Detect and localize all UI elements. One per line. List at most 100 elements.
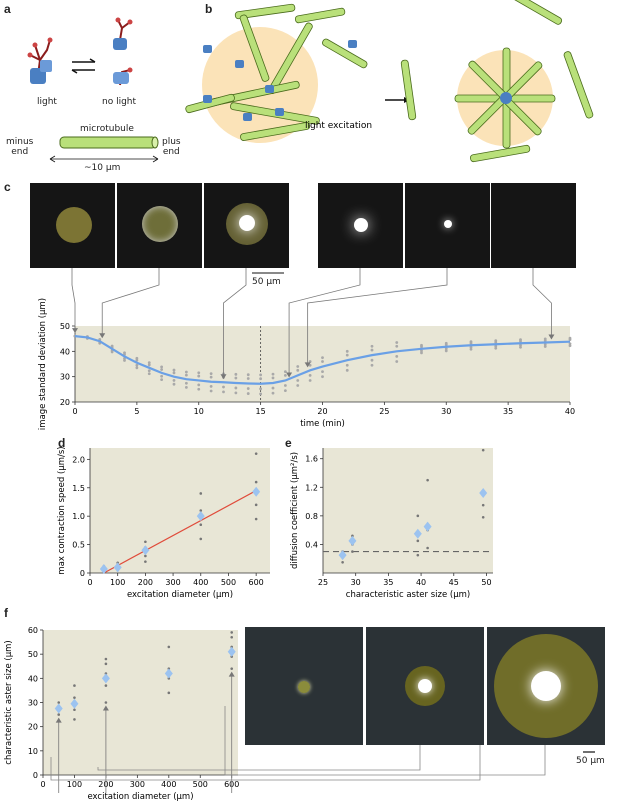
x-tick-label: 100 (67, 780, 82, 789)
y-tick-label: 30 (60, 373, 70, 382)
snapshot-arrowhead (99, 333, 106, 339)
x-tick-label: 200 (138, 578, 153, 587)
replicate-point (444, 349, 448, 353)
mean-marker (348, 535, 357, 546)
replicate-point (321, 370, 324, 373)
raw-point (144, 554, 147, 558)
replicate-point (519, 345, 522, 349)
replicate-point (296, 368, 300, 372)
mean-marker (338, 550, 347, 561)
replicate-point (444, 341, 448, 345)
x-axis-label: excitation diameter (µm) (127, 590, 233, 600)
x-tick-label: 500 (193, 780, 208, 789)
replicate-point (147, 363, 151, 367)
replicate-point (568, 336, 572, 340)
microtubule-label: microtubule (80, 124, 134, 134)
y-tick-label: 50 (28, 650, 38, 659)
y-tick-label: 1.5 (72, 484, 85, 493)
snapshot-arrowhead (548, 334, 555, 340)
replicate-point (135, 366, 139, 370)
replicate-point (568, 344, 572, 348)
mean-marker (101, 673, 110, 684)
mean-marker (423, 521, 432, 532)
replicate-point (296, 365, 300, 368)
replicate-point (494, 346, 498, 350)
x-tick-label: 25 (379, 407, 389, 416)
minus-end-label: minus end (6, 137, 34, 157)
replicate-point (123, 351, 126, 355)
x-tick-label: 45 (449, 578, 459, 587)
random-microtubules (185, 3, 368, 141)
replicate-point (259, 392, 263, 396)
x-tick-label: 5 (134, 407, 139, 416)
replicate-point (543, 343, 547, 346)
x-tick-label: 30 (441, 407, 451, 416)
x-tick-label: 500 (221, 578, 236, 587)
raw-point (57, 701, 61, 704)
replicate-point (395, 360, 399, 363)
raw-point (416, 514, 420, 518)
x-tick-label: 35 (503, 407, 513, 416)
raw-point (199, 492, 203, 495)
replicate-point (469, 340, 473, 344)
raw-point (481, 515, 485, 519)
y-tick-label: 2.0 (72, 455, 85, 464)
y-tick-label: 0.5 (72, 541, 85, 550)
x-tick-label: 600 (249, 578, 264, 587)
plot-area (323, 448, 493, 573)
x-tick-label: 35 (383, 578, 393, 587)
snapshot-arrowhead (72, 328, 78, 334)
raw-point (144, 560, 147, 563)
replicate-point (197, 374, 201, 378)
y-tick-label: 40 (28, 674, 38, 683)
replicate-point (172, 371, 176, 375)
snapshot-connector (288, 268, 361, 377)
replicate-point (246, 373, 250, 377)
mean-marker (99, 564, 108, 575)
replicate-point (420, 351, 423, 355)
replicate-point (246, 377, 250, 380)
replicate-point (370, 344, 374, 348)
replicate-point (283, 384, 287, 387)
light-excitation-line1: light excitation (305, 121, 372, 131)
replicate-point (160, 365, 164, 369)
raw-point (416, 553, 420, 557)
x-tick-label: 40 (565, 407, 575, 416)
replicate-point (420, 349, 423, 353)
y-tick-label: 20 (28, 723, 38, 732)
replicate-point (135, 363, 139, 367)
raw-point (104, 684, 108, 687)
x-tick-label: 20 (317, 407, 327, 416)
replicate-point (296, 384, 300, 387)
raw-point (341, 560, 344, 564)
chart-d: 0 100 200 300 400 500 600 0 0.5 1.0 1.5 2.0 excitati… (57, 446, 270, 600)
raw-point (351, 534, 354, 538)
replicate-point (568, 342, 572, 346)
chart-f: 0 100 200 300 400 500 6000102030405060excitati… (4, 626, 239, 802)
aster-image-1 (245, 627, 363, 745)
replicate-point (110, 344, 114, 348)
replicate-point (543, 345, 547, 348)
replicate-point (321, 375, 324, 379)
x-tick-label: 100 (110, 578, 125, 587)
plus-end-label: plus end (162, 137, 181, 157)
replicate-point (283, 389, 287, 392)
raw-point (104, 657, 108, 661)
replicate-point (370, 348, 374, 352)
replicate-point (160, 378, 164, 382)
snapshot-1 (30, 183, 115, 268)
image-connector-arrowhead (55, 717, 62, 723)
snapshot-arrowhead (220, 374, 227, 380)
raw-point (167, 691, 171, 695)
replicate-point (147, 369, 151, 373)
y-tick-label: 50 (60, 322, 70, 331)
raw-point (73, 684, 76, 687)
x-tick-label: 0 (87, 578, 92, 587)
no-light-state-label: no light (102, 97, 137, 107)
replicate-point (123, 359, 126, 362)
snapshot-connector (532, 268, 552, 339)
replicate-point (259, 377, 263, 381)
x-axis-label: excitation diameter (µm) (87, 792, 193, 802)
y-tick-label: 60 (28, 626, 38, 635)
replicate-point (160, 374, 164, 378)
